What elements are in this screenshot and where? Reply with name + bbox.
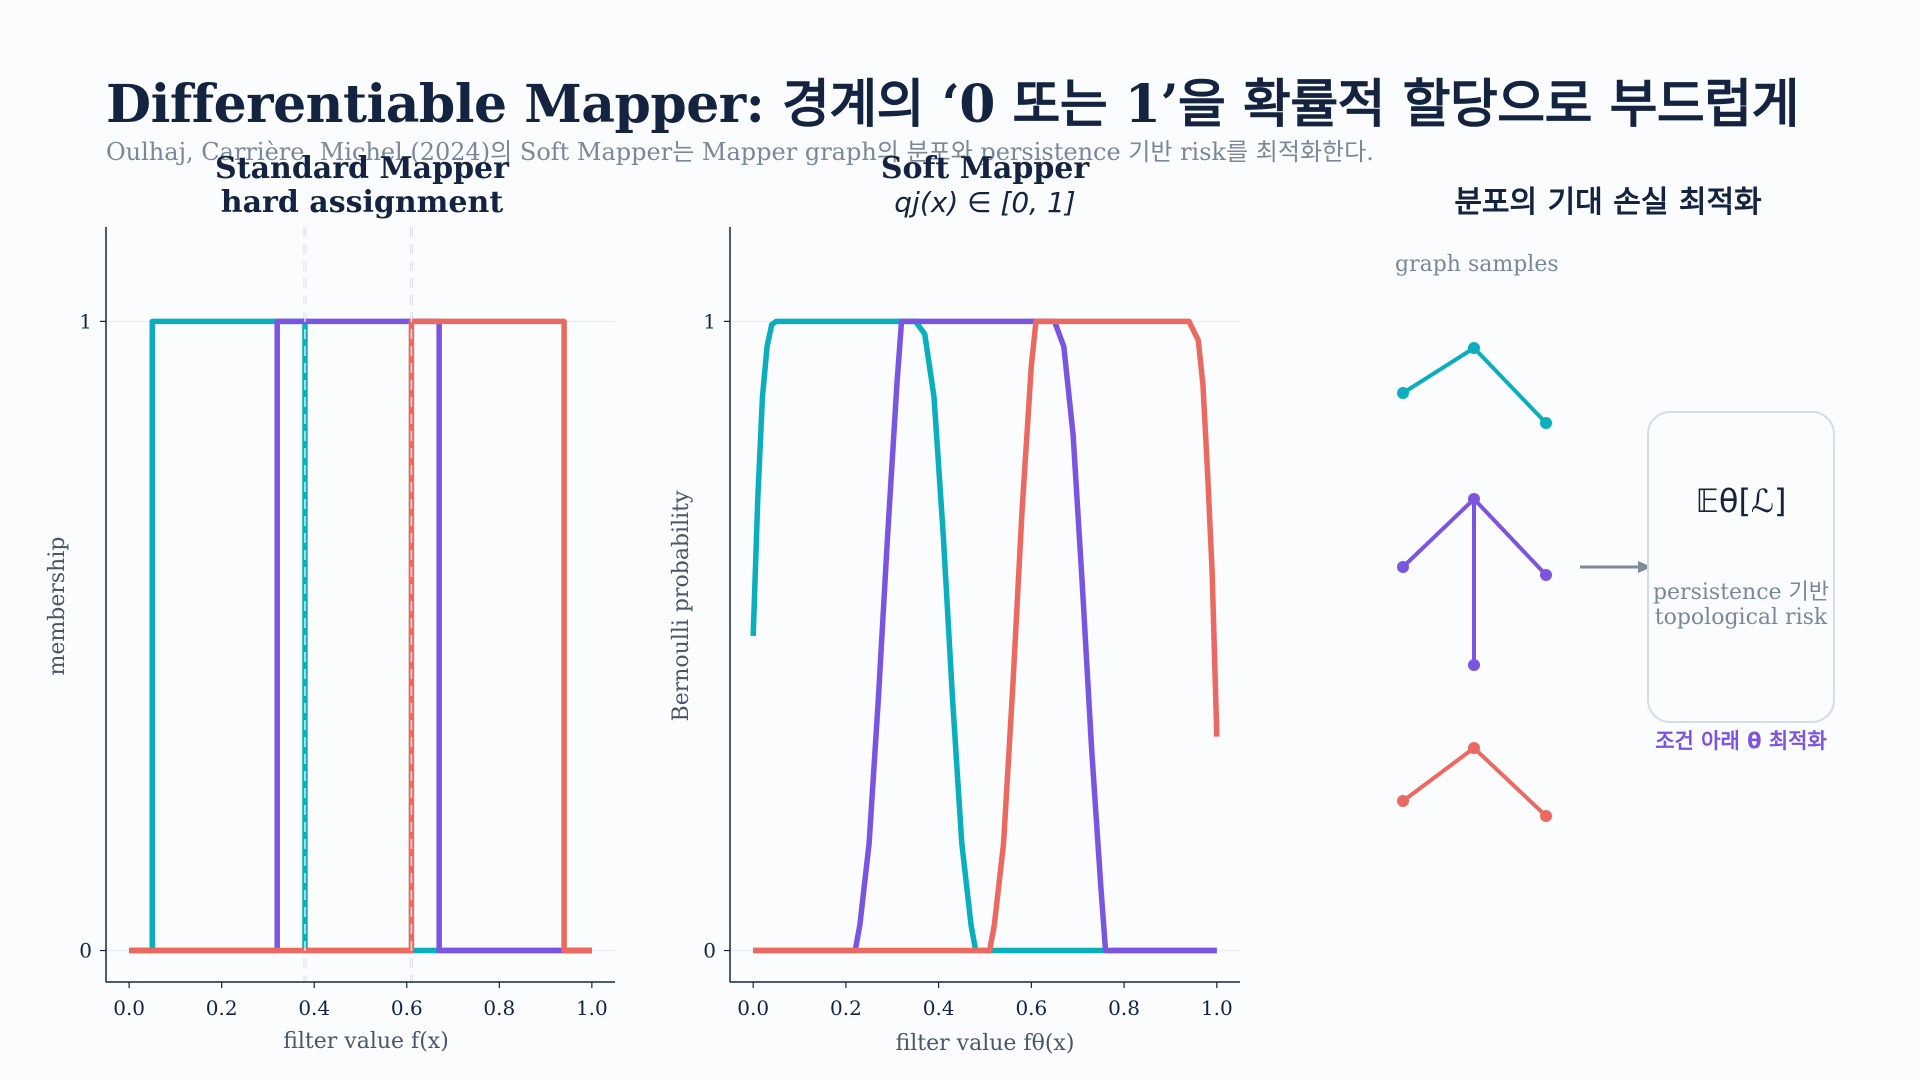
- purple-graph-node: [1397, 561, 1409, 573]
- teal-graph-node: [1540, 417, 1552, 429]
- x-tick-label: 0.6: [1015, 996, 1047, 1020]
- purple-graph-node: [1468, 493, 1480, 505]
- soft-mapper-formula: qj(x) ∈ [0, 1]: [894, 186, 1075, 219]
- x-tick-label: 0.4: [298, 996, 330, 1020]
- x-tick-label: 0.6: [391, 996, 423, 1020]
- left-x-axis-label: filter value f(x): [283, 1029, 449, 1054]
- x-tick-label: 0.2: [830, 996, 862, 1020]
- teal-graph-node: [1468, 342, 1480, 354]
- standard-mapper-title: Standard Mapper: [215, 151, 510, 186]
- left-y-axis-label: membership: [45, 537, 70, 676]
- expected-loss-panel: 분포의 기대 손실 최적화 graph samples: [1395, 185, 1835, 822]
- page-subtitle: Oulhaj, Carrière, Michel (2024)의 Soft Ma…: [106, 138, 1374, 166]
- series-line-purple: [753, 318, 1217, 954]
- risk-box: [1647, 411, 1835, 723]
- arrow-icon: [1580, 561, 1652, 573]
- teal-graph-node: [1397, 387, 1409, 399]
- risk-box-line1: persistence 기반: [1653, 580, 1829, 605]
- x-tick-label: 0.8: [483, 996, 515, 1020]
- graph-sample-purple: [1397, 493, 1552, 671]
- standard-mapper-panel: Standard Mapper hard assignment filter v…: [45, 151, 615, 1054]
- theta-optimization-caption: 조건 아래 θ 최적화: [1655, 729, 1827, 753]
- soft-mapper-title: Soft Mapper: [881, 151, 1091, 186]
- standard-mapper-subtitle: hard assignment: [221, 185, 504, 220]
- purple-graph-node: [1540, 569, 1552, 581]
- y-tick-label: 0: [703, 939, 716, 963]
- y-tick-label: 1: [79, 309, 92, 333]
- series-line-coral: [129, 318, 592, 954]
- series-line-teal: [129, 318, 592, 954]
- risk-box-line2: topological risk: [1655, 605, 1828, 630]
- coral-graph-node: [1540, 810, 1552, 822]
- x-tick-label: 0.8: [1108, 996, 1140, 1020]
- coral-graph-node: [1468, 742, 1480, 754]
- teal-graph-edges: [1401, 345, 1548, 425]
- mid-x-axis-label: filter value fθ(x): [896, 1031, 1075, 1056]
- x-tick-label: 0.0: [113, 996, 145, 1020]
- coral-graph-edges: [1401, 745, 1548, 818]
- series-line-purple: [129, 318, 592, 954]
- x-tick-label: 0.0: [737, 996, 769, 1020]
- coral-graph-node: [1397, 795, 1409, 807]
- graph-sample-teal: [1397, 342, 1552, 429]
- series-line-teal: [750, 318, 1217, 954]
- page-title: Differentiable Mapper: 경계의 ‘0 또는 1’을 확률적…: [106, 74, 1799, 135]
- mid-y-axis-label: Bernoulli probability: [669, 490, 694, 721]
- expected-loss-formula: 𝔼θ[ℒ]: [1696, 482, 1787, 520]
- series-line-coral: [753, 318, 1220, 954]
- y-tick-label: 0: [79, 939, 92, 963]
- x-tick-label: 1.0: [1201, 996, 1233, 1020]
- x-tick-label: 0.2: [206, 996, 238, 1020]
- graph-samples-label: graph samples: [1395, 252, 1559, 277]
- x-tick-label: 0.4: [923, 996, 955, 1020]
- x-tick-label: 1.0: [576, 996, 608, 1020]
- y-tick-label: 1: [703, 309, 716, 333]
- expected-loss-title: 분포의 기대 손실 최적화: [1454, 185, 1762, 220]
- graph-sample-coral: [1397, 742, 1552, 822]
- soft-mapper-panel: Soft Mapper qj(x) ∈ [0, 1] filter value …: [669, 151, 1240, 1056]
- purple-graph-node: [1468, 659, 1480, 671]
